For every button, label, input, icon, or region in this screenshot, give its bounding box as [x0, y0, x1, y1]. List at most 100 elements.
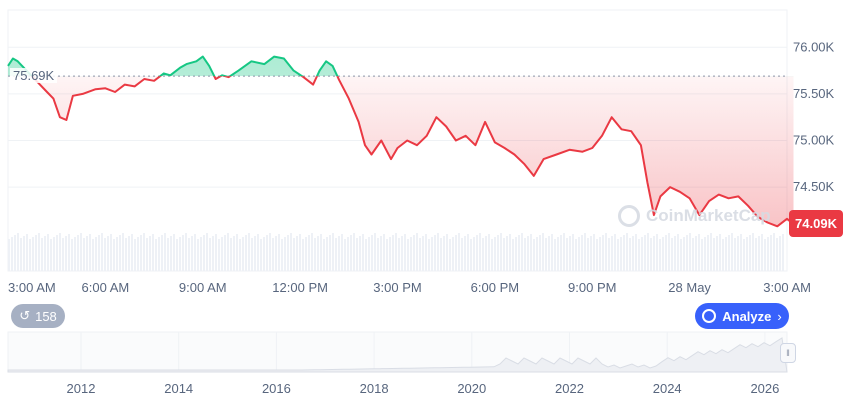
volume-bar: [707, 235, 709, 271]
volume-bar: [398, 238, 400, 271]
volume-bar: [113, 239, 115, 271]
volume-bar: [728, 235, 730, 271]
analyze-button[interactable]: Analyze ›: [695, 303, 789, 329]
volume-bar: [752, 233, 754, 271]
volume-bar: [749, 235, 751, 271]
volume-bar: [233, 236, 235, 271]
volume-bar: [431, 237, 433, 271]
volume-bar: [437, 233, 439, 271]
volume-bar: [56, 235, 58, 271]
volume-bar: [782, 234, 784, 271]
volume-bar: [389, 237, 391, 271]
volume-bar: [110, 234, 112, 271]
volume-bar: [236, 234, 238, 271]
volume-bar: [362, 234, 364, 271]
volume-bar: [482, 238, 484, 271]
volume-bar: [761, 234, 763, 271]
navigator-year-label: 2018: [360, 381, 389, 396]
volume-bar: [275, 236, 277, 271]
volume-bar: [47, 234, 49, 271]
price-line[interactable]: [7, 55, 795, 228]
volume-bar: [590, 236, 592, 271]
volume-bar: [596, 239, 598, 271]
volume-bar: [566, 238, 568, 271]
volume-bar: [68, 234, 70, 271]
volume-bar: [14, 235, 16, 271]
volume-bar: [179, 237, 181, 271]
navigator-handle[interactable]: ‖: [780, 343, 796, 363]
x-axis: 3:00 AM 6:00 AM 9:00 AM 12:00 PM 3:00 PM 6:00…: [8, 280, 811, 295]
navigator-area: [7, 337, 788, 373]
x-tick-label: 28 May: [668, 280, 711, 295]
volume-bar: [581, 235, 583, 271]
volume-bar: [659, 239, 661, 271]
volume-bar: [353, 233, 355, 271]
y-tick-label: 75.00K: [793, 133, 835, 148]
volume-bar: [266, 235, 268, 271]
y-tick-label: 76.00K: [793, 39, 835, 54]
volume-bar: [203, 235, 205, 271]
volume-bar: [368, 237, 370, 271]
volume-bar: [296, 236, 298, 271]
volume-bar: [497, 235, 499, 271]
volume-bar: [173, 234, 175, 271]
price-line-down: [30, 76, 795, 228]
volume-bar: [554, 239, 556, 271]
x-tick-label: 9:00 AM: [179, 280, 227, 295]
volume-bar: [257, 234, 259, 271]
volume-bar: [11, 237, 13, 271]
volume-bar: [128, 236, 130, 271]
volume-bar: [557, 237, 559, 271]
volume-bar: [23, 236, 25, 271]
event-count-badge[interactable]: ↺ 158: [11, 304, 65, 328]
volume-bar: [227, 233, 229, 271]
y-tick-label: 75.50K: [793, 86, 835, 101]
x-tick-label: 3:00 PM: [373, 280, 421, 295]
volume-bar: [674, 236, 676, 271]
volume-bar: [689, 233, 691, 271]
volume-bar: [50, 239, 52, 271]
volume-bar: [182, 235, 184, 271]
volume-bar: [335, 238, 337, 271]
volume-bar: [671, 238, 673, 271]
volume-bar: [536, 237, 538, 271]
volume-bar: [323, 239, 325, 271]
volume-bar: [272, 238, 274, 271]
volume-bar: [737, 236, 739, 271]
volume-bar: [98, 235, 100, 271]
volume-bar: [311, 233, 313, 271]
volume-bar: [149, 236, 151, 271]
volume-bar: [551, 234, 553, 271]
volume-bar: [725, 237, 727, 271]
reference-value-label: 75.69K: [10, 68, 58, 84]
volume-bar: [767, 237, 769, 271]
volume-bar: [731, 233, 733, 271]
volume-bar: [605, 233, 607, 271]
volume-bar: [539, 235, 541, 271]
volume-bar: [683, 237, 685, 271]
volume-bar: [284, 237, 286, 271]
volume-bar: [770, 235, 772, 271]
volume-bar: [53, 237, 55, 271]
volume-bar: [407, 239, 409, 271]
volume-bar: [137, 237, 139, 271]
volume-bar: [116, 237, 118, 271]
volume-bar: [764, 239, 766, 271]
volume-bar: [518, 235, 520, 271]
navigator[interactable]: 2012 2014 2016 2018 2020 2022 2024 2026: [7, 331, 788, 396]
volume-bar: [452, 237, 454, 271]
volume-bar: [614, 234, 616, 271]
volume-bar: [740, 234, 742, 271]
volume-bar: [107, 236, 109, 271]
volume-bar: [221, 237, 223, 271]
navigator-year-label: 2016: [262, 381, 291, 396]
volume-bar: [695, 236, 697, 271]
navigator-year-label: 2022: [555, 381, 584, 396]
volume-bar: [269, 233, 271, 271]
volume-bar: [197, 239, 199, 271]
volume-bar: [245, 235, 247, 271]
volume-bar: [632, 236, 634, 271]
volume-bar: [254, 236, 256, 271]
volume-bar: [365, 239, 367, 271]
